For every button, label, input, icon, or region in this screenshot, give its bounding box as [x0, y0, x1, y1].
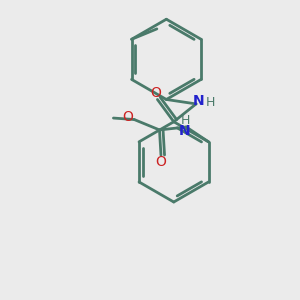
Text: O: O: [122, 110, 133, 124]
Text: N: N: [193, 94, 204, 108]
Text: H: H: [180, 114, 190, 127]
Text: H: H: [206, 96, 215, 109]
Text: O: O: [151, 86, 161, 100]
Text: N: N: [179, 124, 191, 138]
Text: O: O: [155, 155, 167, 169]
